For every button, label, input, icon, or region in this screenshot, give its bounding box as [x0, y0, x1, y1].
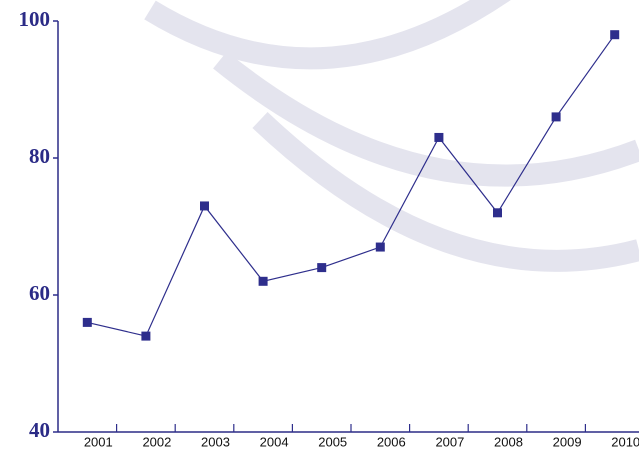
y-tick-label: 60	[29, 281, 50, 305]
x-tick-label: 2007	[435, 434, 464, 449]
y-tick-label: 40	[29, 418, 50, 442]
x-tick-label: 2005	[318, 434, 347, 449]
marker	[434, 132, 444, 142]
y-tick-label: 100	[19, 7, 51, 31]
marker	[551, 112, 561, 122]
marker	[375, 242, 385, 252]
x-tick-label: 2006	[377, 434, 406, 449]
marker	[258, 276, 268, 286]
watermark	[144, 0, 639, 272]
x-tick-label: 2002	[142, 434, 171, 449]
marker	[200, 201, 209, 211]
marker	[317, 263, 327, 273]
marker	[82, 317, 92, 327]
x-tick-label: 2009	[553, 434, 582, 449]
marker	[610, 30, 620, 40]
marker	[141, 331, 151, 341]
x-tick-label: 2001	[84, 434, 113, 449]
y-tick-label: 80	[29, 144, 50, 168]
line	[87, 34, 616, 337]
x-tick-label: 2008	[494, 434, 523, 449]
x-tick-label: 2004	[260, 434, 289, 449]
marker	[493, 208, 502, 218]
x-tick-label: 2010	[611, 434, 639, 449]
x-tick-label: 2003	[201, 434, 230, 449]
